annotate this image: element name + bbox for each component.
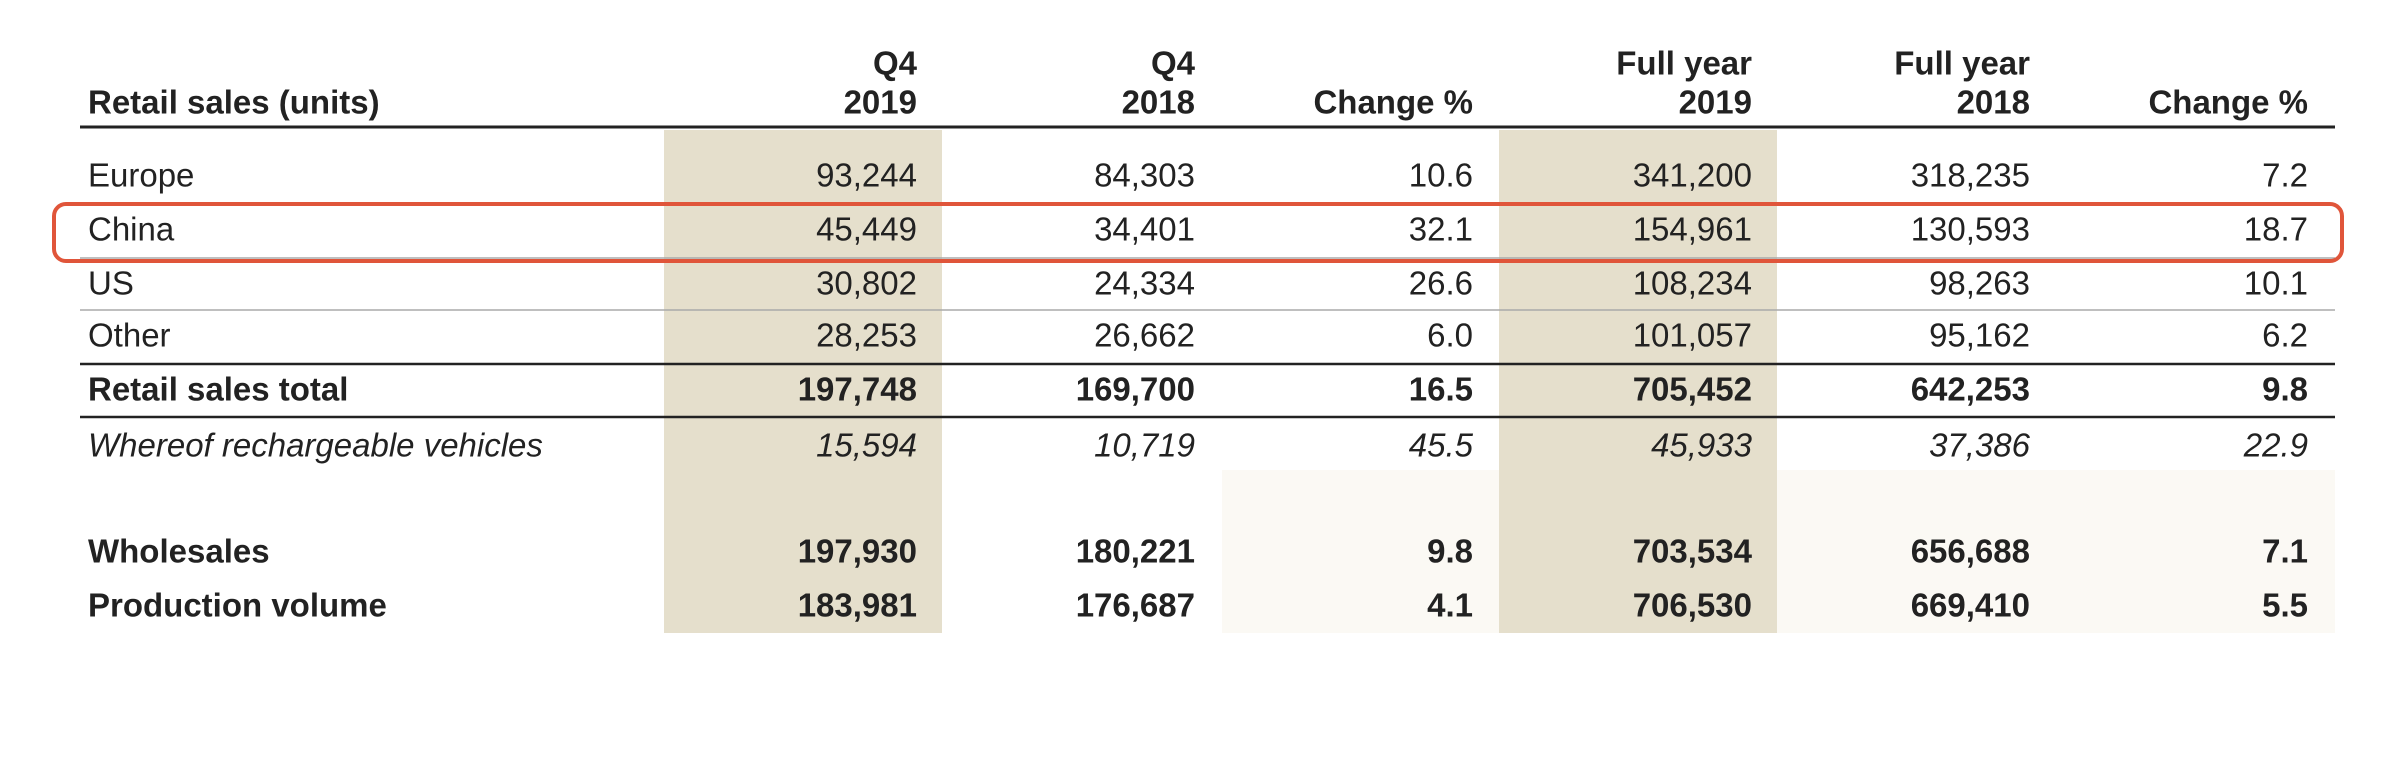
column-header: Q4 xyxy=(1151,45,1196,82)
cell: 130,593 xyxy=(1911,211,2030,248)
cell: 30,802 xyxy=(816,265,917,302)
row-label: Production volume xyxy=(88,587,387,624)
cell: 10,719 xyxy=(1094,427,1195,464)
cell: 703,534 xyxy=(1633,533,1753,570)
cell: 341,200 xyxy=(1633,157,1752,194)
row-label: China xyxy=(88,211,175,248)
cell: 32.1 xyxy=(1409,211,1473,248)
cell: 37,386 xyxy=(1929,427,2031,464)
cell: 6.2 xyxy=(2262,317,2308,354)
cell: 15,594 xyxy=(816,427,917,464)
cell: 45,449 xyxy=(816,211,917,248)
cell: 24,334 xyxy=(1094,265,1195,302)
cell: 10.6 xyxy=(1409,157,1473,194)
cell: 9.8 xyxy=(2262,371,2308,408)
cell: 98,263 xyxy=(1929,265,2030,302)
cell: 656,688 xyxy=(1911,533,2030,570)
column-header: 2019 xyxy=(1679,84,1752,121)
row-label: US xyxy=(88,265,134,302)
cell: 22.9 xyxy=(2243,427,2308,464)
cell: 669,410 xyxy=(1911,587,2030,624)
cell: 7.2 xyxy=(2262,157,2308,194)
cell: 18.7 xyxy=(2244,211,2308,248)
row-label: Retail sales total xyxy=(88,371,348,408)
cell: 176,687 xyxy=(1076,587,1195,624)
cell: 16.5 xyxy=(1409,371,1473,408)
cell: 180,221 xyxy=(1076,533,1195,570)
cell: 108,234 xyxy=(1633,265,1752,302)
highlight-column xyxy=(1499,130,1777,633)
cell: 45,933 xyxy=(1651,427,1753,464)
cell: 197,748 xyxy=(798,371,917,408)
header-label: Retail sales (units) xyxy=(88,84,380,121)
row-label: Wholesales xyxy=(88,533,270,570)
row-label: Other xyxy=(88,317,171,354)
column-header: Q4 xyxy=(873,45,918,82)
column-header: 2018 xyxy=(1957,84,2030,121)
cell: 7.1 xyxy=(2262,533,2308,570)
cell: 183,981 xyxy=(798,587,917,624)
column-header: 2019 xyxy=(844,84,917,121)
shaded-area xyxy=(1222,470,2335,633)
cell: 93,244 xyxy=(816,157,917,194)
highlight-column xyxy=(664,130,942,633)
highlight-box xyxy=(52,202,2344,263)
row-label: Whereof rechargeable vehicles xyxy=(88,427,543,464)
cell: 95,162 xyxy=(1929,317,2030,354)
cell: 10.1 xyxy=(2244,265,2308,302)
column-header: Full year xyxy=(1894,45,2030,82)
cell: 26.6 xyxy=(1409,265,1473,302)
cell: 6.0 xyxy=(1427,317,1473,354)
cell: 5.5 xyxy=(2262,587,2308,624)
column-header: Full year xyxy=(1616,45,1752,82)
cell: 154,961 xyxy=(1633,211,1752,248)
row-label: Europe xyxy=(88,157,194,194)
column-header: 2018 xyxy=(1122,84,1195,121)
cell: 28,253 xyxy=(816,317,917,354)
cell: 9.8 xyxy=(1427,533,1473,570)
column-header: Change % xyxy=(2148,84,2308,121)
cell: 84,303 xyxy=(1094,157,1195,194)
cell: 706,530 xyxy=(1633,587,1752,624)
cell: 197,930 xyxy=(798,533,917,570)
cell: 26,662 xyxy=(1094,317,1195,354)
cell: 642,253 xyxy=(1911,371,2030,408)
column-header: Change % xyxy=(1313,84,1473,121)
cell: 45.5 xyxy=(1409,427,1474,464)
cell: 101,057 xyxy=(1633,317,1752,354)
cell: 705,452 xyxy=(1633,371,1752,408)
cell: 34,401 xyxy=(1094,211,1195,248)
cell: 318,235 xyxy=(1911,157,2030,194)
cell: 169,700 xyxy=(1076,371,1195,408)
cell: 4.1 xyxy=(1427,587,1473,624)
